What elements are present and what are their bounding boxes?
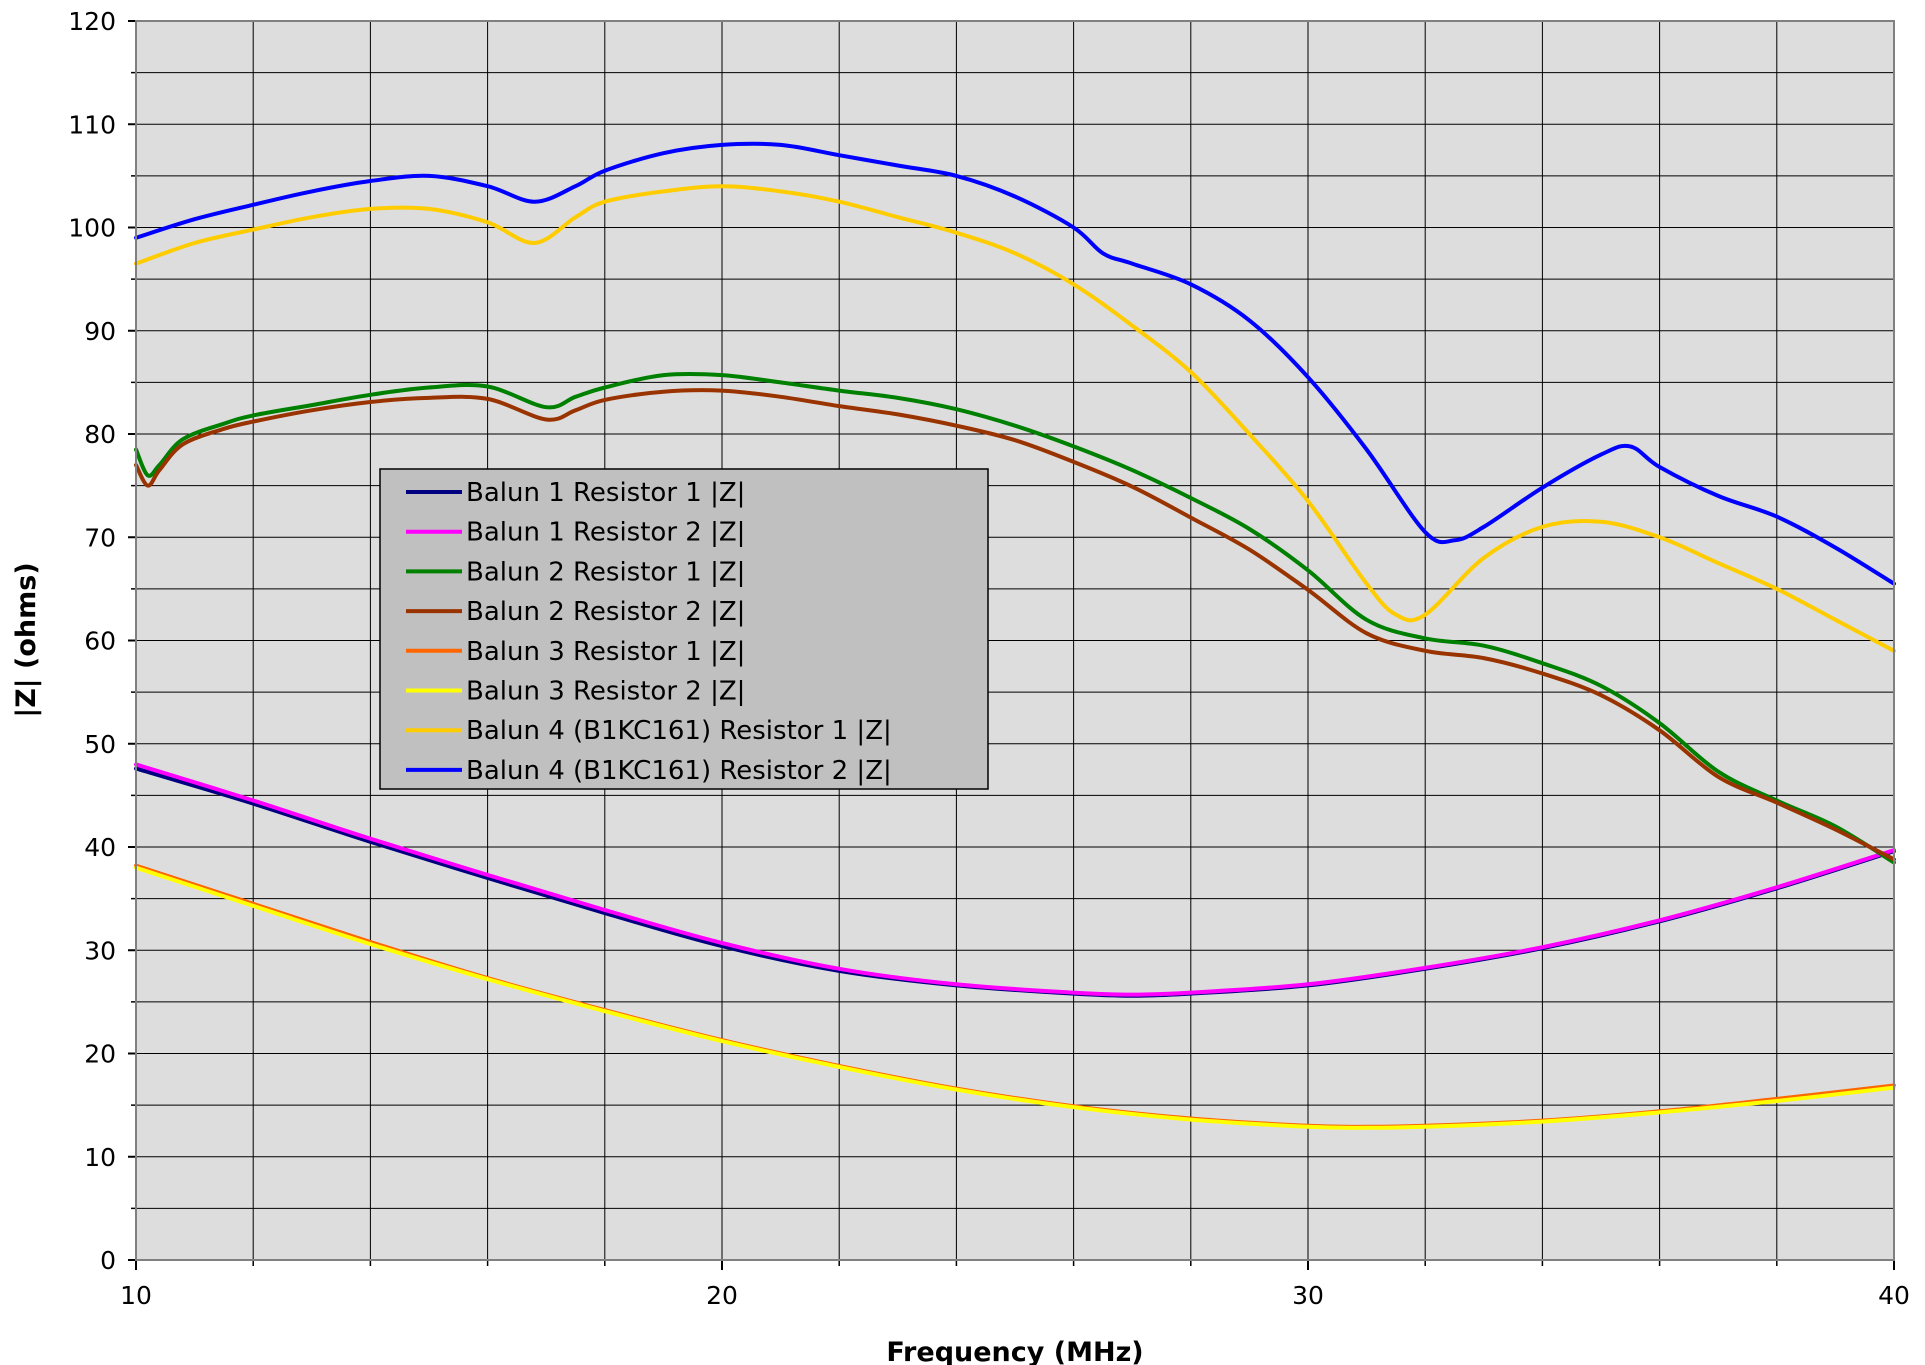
y-tick-label: 50	[84, 730, 116, 759]
series-line-8	[134, 141, 1896, 586]
legend-label-1: Balun 1 Resistor 1 |Z|	[466, 478, 745, 508]
y-tick-label: 20	[84, 1040, 116, 1069]
x-tick-label: 10	[120, 1281, 152, 1310]
x-tick-label: 20	[706, 1281, 738, 1310]
y-tick-label: 70	[84, 523, 116, 552]
series-line-3	[134, 371, 1896, 865]
y-tick-label: 0	[100, 1246, 116, 1275]
x-tick-label: 30	[1292, 1281, 1324, 1310]
y-tick-label: 110	[68, 110, 116, 139]
y-tick-label: 60	[84, 627, 116, 656]
legend: Balun 1 Resistor 1 |Z| Balun 1 Resistor 2…	[379, 468, 989, 790]
series-line-7	[134, 184, 1896, 653]
y-tick-label: 80	[84, 420, 116, 449]
y-tick-label: 30	[84, 936, 116, 965]
y-tick-label: 10	[84, 1143, 116, 1172]
legend-box	[379, 468, 989, 790]
legend-label-8: Balun 4 (B1KC161) Resistor 2 |Z|	[466, 756, 892, 786]
legend-label-4: Balun 2 Resistor 2 |Z|	[466, 597, 745, 627]
y-tick-label: 40	[84, 833, 116, 862]
series-line-4	[134, 388, 1896, 862]
y-tick-label: 120	[68, 7, 116, 36]
gridlines	[136, 21, 1894, 1260]
legend-label-5: Balun 3 Resistor 1 |Z|	[466, 637, 745, 667]
legend-label-2: Balun 1 Resistor 2 |Z|	[466, 518, 745, 548]
x-axis-title: Frequency (MHz)	[886, 1337, 1143, 1365]
series-lines	[134, 141, 1896, 1130]
legend-label-7: Balun 4 (B1KC161) Resistor 1 |Z|	[466, 716, 892, 746]
series-line-2	[134, 762, 1896, 997]
x-tick-label: 40	[1878, 1281, 1910, 1310]
legend-label-3: Balun 2 Resistor 1 |Z|	[466, 557, 745, 587]
y-tick-label: 100	[68, 214, 116, 243]
y-tick-label: 90	[84, 317, 116, 346]
y-axis-title: |Z| (ohms)	[11, 562, 42, 717]
plot-area-border	[135, 20, 1895, 1261]
series-line-6	[134, 865, 1896, 1130]
legend-label-6: Balun 3 Resistor 2 |Z|	[466, 677, 745, 707]
